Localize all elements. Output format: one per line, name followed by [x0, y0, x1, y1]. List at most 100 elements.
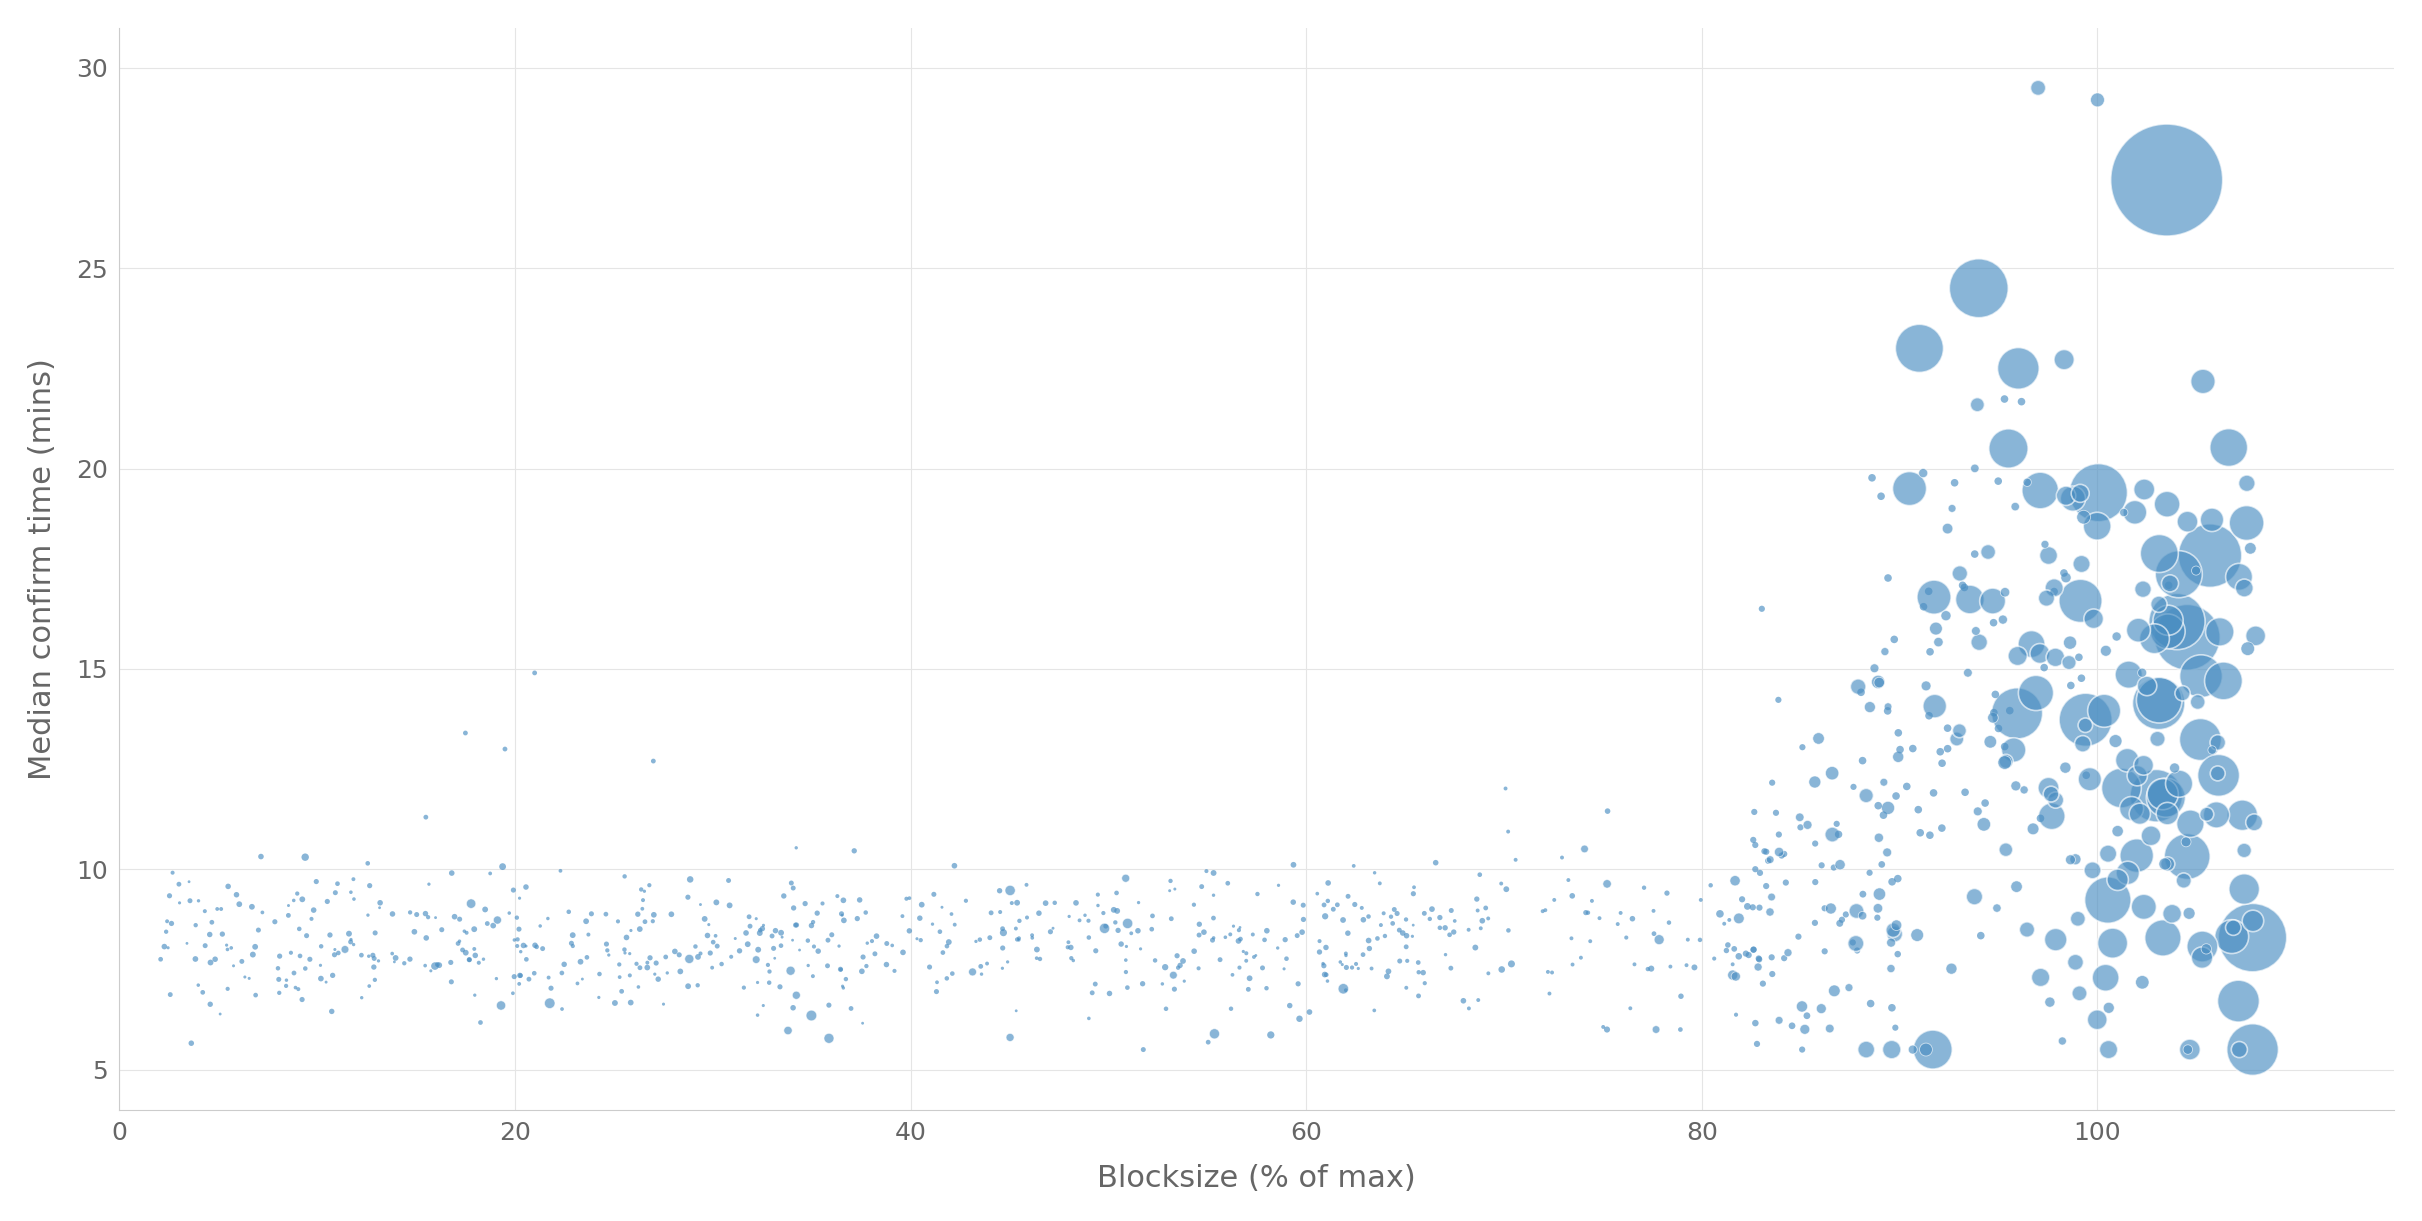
Point [1795, 834, 1833, 853]
Point [179, 976, 218, 995]
Point [1400, 952, 1439, 972]
Point [1460, 918, 1499, 938]
Point [448, 923, 487, 943]
Point [685, 910, 724, 929]
Point [1308, 965, 1347, 984]
Point [233, 945, 271, 965]
Point [150, 886, 189, 906]
Point [794, 912, 833, 932]
Point [2146, 855, 2185, 874]
Point [1870, 799, 1909, 818]
Point [501, 941, 540, 961]
Point [1996, 777, 2034, 796]
Point [739, 1005, 777, 1024]
Point [1364, 904, 1402, 923]
Point [1020, 949, 1058, 968]
Point [981, 882, 1020, 901]
Point [274, 963, 312, 983]
Point [1133, 919, 1172, 939]
Point [610, 944, 649, 963]
Point [1368, 962, 1407, 982]
Point [1066, 906, 1104, 926]
Point [2027, 589, 2066, 608]
Point [1800, 729, 1838, 748]
Point [843, 947, 882, 967]
Point [1751, 902, 1790, 922]
Point [1749, 851, 1787, 871]
Point [2148, 803, 2187, 823]
Point [727, 923, 765, 943]
Point [1051, 938, 1090, 957]
Point [1741, 863, 1780, 883]
Point [208, 940, 247, 960]
Point [1468, 908, 1506, 928]
Point [2199, 766, 2238, 785]
Point [1410, 910, 1448, 929]
Point [1783, 737, 1821, 757]
Point [497, 908, 535, 928]
Point [1666, 955, 1705, 974]
Point [1904, 597, 1942, 617]
Point [208, 935, 247, 955]
Point [1635, 901, 1674, 921]
Point [2037, 790, 2076, 810]
Point [1431, 958, 1470, 978]
Point [1378, 904, 1417, 923]
Point [620, 977, 659, 996]
Point [2170, 904, 2209, 923]
Point [315, 945, 354, 965]
Point [1628, 960, 1666, 979]
Point [494, 983, 533, 1002]
Point [971, 928, 1010, 947]
Point [2131, 825, 2170, 845]
Point [2139, 694, 2177, 713]
Point [932, 905, 971, 924]
Point [569, 924, 608, 944]
Point [1388, 910, 1427, 929]
Point [702, 955, 741, 974]
Point [1761, 1011, 1800, 1031]
Point [1761, 842, 1800, 862]
Point [431, 972, 470, 991]
Point [191, 952, 230, 972]
Point [855, 944, 894, 963]
Point [455, 919, 494, 939]
Point [1209, 873, 1247, 893]
Point [523, 939, 562, 958]
Point [1887, 777, 1925, 796]
Point [2008, 473, 2047, 492]
Point [2078, 516, 2117, 536]
Point [1327, 946, 1366, 966]
Point [2037, 647, 2076, 667]
Point [1163, 951, 1201, 971]
Point [1247, 978, 1286, 998]
Point [630, 875, 668, 895]
Point [608, 928, 647, 947]
Point [1008, 907, 1046, 927]
Point [1373, 913, 1412, 933]
Point [1754, 965, 1792, 984]
Point [1422, 907, 1460, 927]
Point [237, 985, 276, 1005]
Point [1879, 747, 1918, 767]
Point [991, 1028, 1029, 1048]
Point [1717, 967, 1756, 987]
Point [1712, 955, 1751, 974]
Point [1308, 873, 1347, 893]
Point [637, 954, 676, 973]
Point [1194, 863, 1233, 883]
Point [450, 950, 489, 969]
Point [2204, 672, 2243, 691]
Point [1758, 824, 1797, 844]
Point [2059, 647, 2097, 667]
Point [1986, 736, 2025, 756]
Point [2078, 1010, 2117, 1029]
Point [751, 962, 790, 982]
Point [1625, 878, 1664, 897]
Point [1272, 996, 1310, 1016]
Point [1870, 697, 1909, 717]
Point [1879, 944, 1918, 963]
Point [2013, 819, 2051, 839]
Point [2211, 927, 2250, 946]
Point [748, 955, 787, 974]
